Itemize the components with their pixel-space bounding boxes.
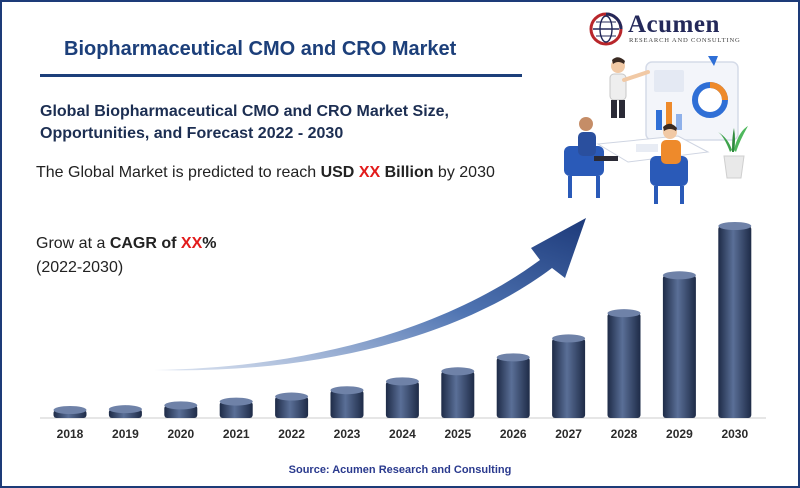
market-forecast-text: The Global Market is predicted to reach …: [36, 161, 496, 185]
source-note: Source: Acumen Research and Consulting: [288, 464, 512, 476]
bar-2020: [164, 401, 198, 418]
bar-2024: [385, 377, 419, 418]
bar-2029: [662, 271, 696, 418]
bar-2028: [607, 309, 641, 418]
logo-tagline: RESEARCH AND CONSULTING: [629, 37, 741, 44]
bar-2019: [108, 405, 142, 418]
forecast-usd: USD: [320, 164, 359, 181]
globe-icon: [589, 12, 623, 46]
x-tick-label: 2018: [57, 427, 84, 441]
x-tick-label: 2024: [389, 427, 416, 441]
bar-2022: [275, 392, 309, 418]
bar-2018: [53, 406, 87, 418]
title-underline: [40, 74, 522, 77]
x-tick-label: 2022: [278, 427, 305, 441]
x-tick-label: 2020: [167, 427, 194, 441]
bar-2027: [552, 334, 586, 418]
growth-trend-arrow: [154, 218, 586, 371]
business-meeting-illustration: [564, 56, 748, 204]
x-tick-label: 2025: [444, 427, 471, 441]
forecast-suffix: by 2030: [433, 164, 495, 181]
logo-name: Acumen: [628, 11, 720, 38]
bar-2023: [330, 386, 364, 418]
x-tick-label: 2019: [112, 427, 139, 441]
cagr-percent: %: [202, 235, 217, 252]
x-tick-label: 2023: [334, 427, 361, 441]
cagr-prefix: Grow at a: [36, 235, 110, 252]
cagr-period: (2022-2030): [36, 259, 124, 276]
cagr-text: Grow at a CAGR of XX% (2022-2030): [36, 232, 496, 280]
x-tick-label: 2021: [223, 427, 250, 441]
x-tick-label: 2029: [666, 427, 693, 441]
bar-2030: [718, 222, 752, 418]
x-tick-label: 2027: [555, 427, 582, 441]
acumen-logo: Acumen RESEARCH AND CONSULTING: [588, 11, 778, 47]
cagr-label: CAGR of: [109, 235, 181, 252]
bar-2025: [441, 367, 475, 418]
forecast-billion: Billion: [380, 164, 434, 181]
bar-2026: [496, 353, 530, 418]
report-subtitle: Global Biopharmaceutical CMO and CRO Mar…: [40, 103, 449, 142]
x-tick-label: 2026: [500, 427, 527, 441]
cagr-value-placeholder: XX: [180, 235, 203, 252]
x-tick-label: 2028: [611, 427, 638, 441]
bar-2021: [219, 397, 253, 418]
page-title: Biopharmaceutical CMO and CRO Market: [64, 38, 457, 60]
x-tick-label: 2030: [721, 427, 748, 441]
forecast-prefix: The Global Market is predicted to reach: [36, 164, 321, 181]
forecast-value-placeholder: XX: [358, 164, 381, 181]
